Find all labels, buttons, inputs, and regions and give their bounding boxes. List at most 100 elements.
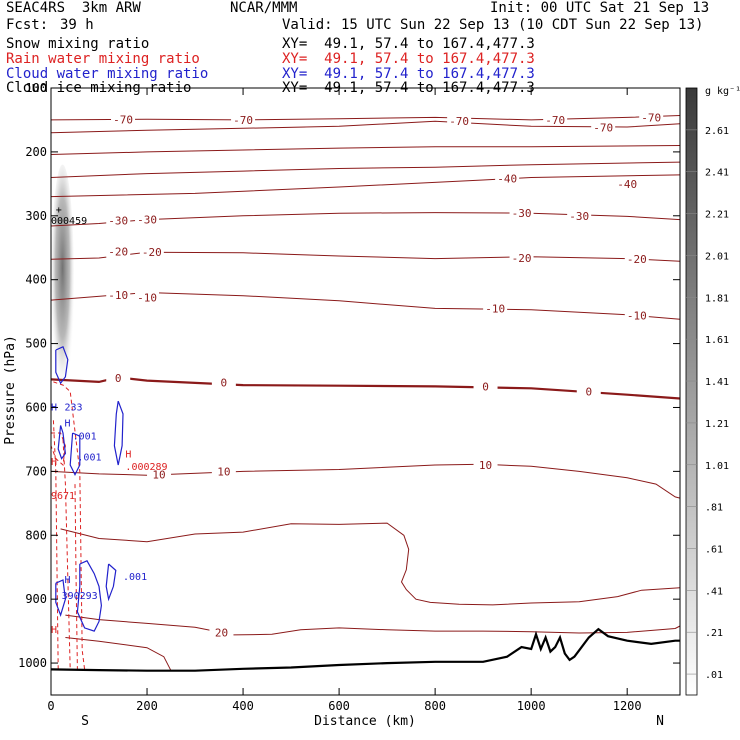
isotherm-label-bg [106, 245, 131, 258]
cloud-water-contour [76, 560, 103, 632]
extremum-label: 9671 [51, 491, 75, 502]
isotherm-label: -70 [113, 113, 133, 126]
cloud-ice-shading [51, 164, 75, 395]
field-xy-snow: XY= 49.1, 57.4 to 167.4,477.3 [282, 36, 535, 52]
extremum-label: H [51, 457, 57, 468]
x-tick-label: 0 [47, 699, 54, 713]
isotherm-label: 10 [152, 469, 165, 482]
cloud-water-contour [69, 432, 81, 476]
isotherm-label: 10 [217, 465, 230, 478]
init-time: Init: 00 UTC Sat 21 Sep 13 [490, 0, 710, 16]
field-name-cloud-water: Cloud water mixing ratio [6, 66, 209, 82]
y-tick-label: 1000 [18, 656, 47, 670]
colorbar-label: 1.81 [705, 293, 729, 304]
isotherm-label-bg [139, 246, 164, 259]
forecast-hour: 39 h [60, 17, 94, 33]
north-end-label: N [656, 714, 664, 729]
isotherm-line [51, 115, 680, 121]
colorbar-label: .61 [705, 544, 723, 555]
isotherm-label: 10 [479, 459, 492, 472]
isotherm-label: -30 [569, 210, 589, 223]
isotherm-label-bg [106, 214, 131, 227]
isotherm-label: -30 [512, 207, 532, 220]
isotherm-label-bg [483, 302, 508, 315]
isotherm-label-bg [495, 172, 520, 185]
isotherm-label: -10 [485, 302, 505, 315]
rain-water-contour [51, 432, 66, 467]
colorbar-label: 2.41 [705, 168, 729, 179]
field-xy-rain: XY= 49.1, 57.4 to 167.4,477.3 [282, 51, 535, 67]
isotherm-label: -10 [627, 309, 647, 322]
colorbar-label: 2.61 [705, 126, 729, 137]
y-axis-label: Pressure (hPa) [3, 335, 18, 445]
isotherm-line [65, 637, 172, 671]
colorbar-label: 1.41 [705, 377, 729, 388]
y-tick-label: 900 [25, 592, 47, 606]
isotherm-label: -70 [449, 115, 469, 128]
isotherm-label-bg [615, 177, 640, 190]
cloud-water-contour [113, 400, 124, 466]
isotherm-label: -10 [137, 292, 157, 305]
valid-time: Valid: 15 UTC Sun 22 Sep 13 (10 CDT Sun … [282, 17, 704, 33]
cloud-water-contour [55, 345, 69, 385]
colorbar-label: 1.21 [705, 419, 729, 430]
isotherm-label: -40 [497, 173, 517, 186]
forecast-label: Fcst: [6, 17, 49, 33]
isotherm-label-bg [639, 111, 664, 124]
isotherm-label: -30 [108, 214, 128, 227]
cloud-water-contour [57, 425, 67, 460]
extremum-label: .001 [73, 431, 97, 442]
isotherm-label-bg [473, 458, 498, 471]
isotherm-line [60, 522, 680, 606]
y-tick-label: 300 [25, 209, 47, 223]
x-tick-label: 800 [424, 699, 446, 713]
isotherm-label: 0 [221, 377, 228, 390]
extremum-label: .001 [123, 572, 147, 583]
colorbar-label: .81 [705, 503, 723, 514]
south-end-label: S [81, 714, 89, 729]
x-tick-label: 600 [328, 699, 350, 713]
extremum-label: H [64, 575, 70, 586]
colorbar-unit: g kg⁻¹ [705, 86, 740, 97]
extremum-label: 000459 [51, 216, 87, 227]
isotherm-label-bg [211, 465, 236, 478]
isotherm-label-bg [473, 380, 498, 393]
isotherm-label: -70 [233, 114, 253, 127]
isotherm-label: -10 [108, 289, 128, 302]
y-tick-label: 800 [25, 528, 47, 542]
isotherm-label-bg [543, 113, 568, 126]
x-axis-label: Distance (km) [314, 714, 416, 729]
plot-frame [50, 87, 681, 696]
colorbar-label: .21 [705, 628, 723, 639]
field-name-rain: Rain water mixing ratio [6, 51, 200, 67]
isotherm-label: 0 [115, 372, 122, 385]
x-tick-label: 200 [136, 699, 158, 713]
y-tick-label: 500 [25, 337, 47, 351]
isotherm-label: -20 [108, 246, 128, 259]
isotherm-label-bg [135, 213, 160, 226]
y-tick-label: 700 [25, 464, 47, 478]
field-xy-cloud-water: XY= 49.1, 57.4 to 167.4,477.3 [282, 66, 535, 82]
extremum-label: .001 [77, 453, 101, 464]
colorbar-label: 2.01 [705, 251, 729, 262]
rain-water-contour [53, 381, 86, 670]
isotherm-label: -20 [142, 246, 162, 259]
isotherm-line [65, 614, 680, 636]
isotherm-label-bg [231, 113, 256, 126]
isotherm-label-bg [209, 626, 234, 639]
isotherm-label-bg [624, 253, 649, 266]
colorbar-label: 1.01 [705, 461, 729, 472]
model-title: SEAC4RS 3km ARW [6, 0, 141, 16]
colorbar-label: .01 [705, 670, 723, 681]
x-tick-label: 400 [232, 699, 254, 713]
isotherm-label-bg [591, 121, 616, 134]
extremum-label: H [125, 449, 131, 460]
y-tick-label: 400 [25, 273, 47, 287]
isotherm-line [51, 174, 680, 198]
isotherm-label: -70 [545, 114, 565, 127]
isotherm-label-bg [211, 376, 236, 389]
isotherm-label: 0 [585, 386, 592, 399]
isotherm-label: -40 [617, 178, 637, 191]
isotherm-label-bg [106, 372, 131, 385]
